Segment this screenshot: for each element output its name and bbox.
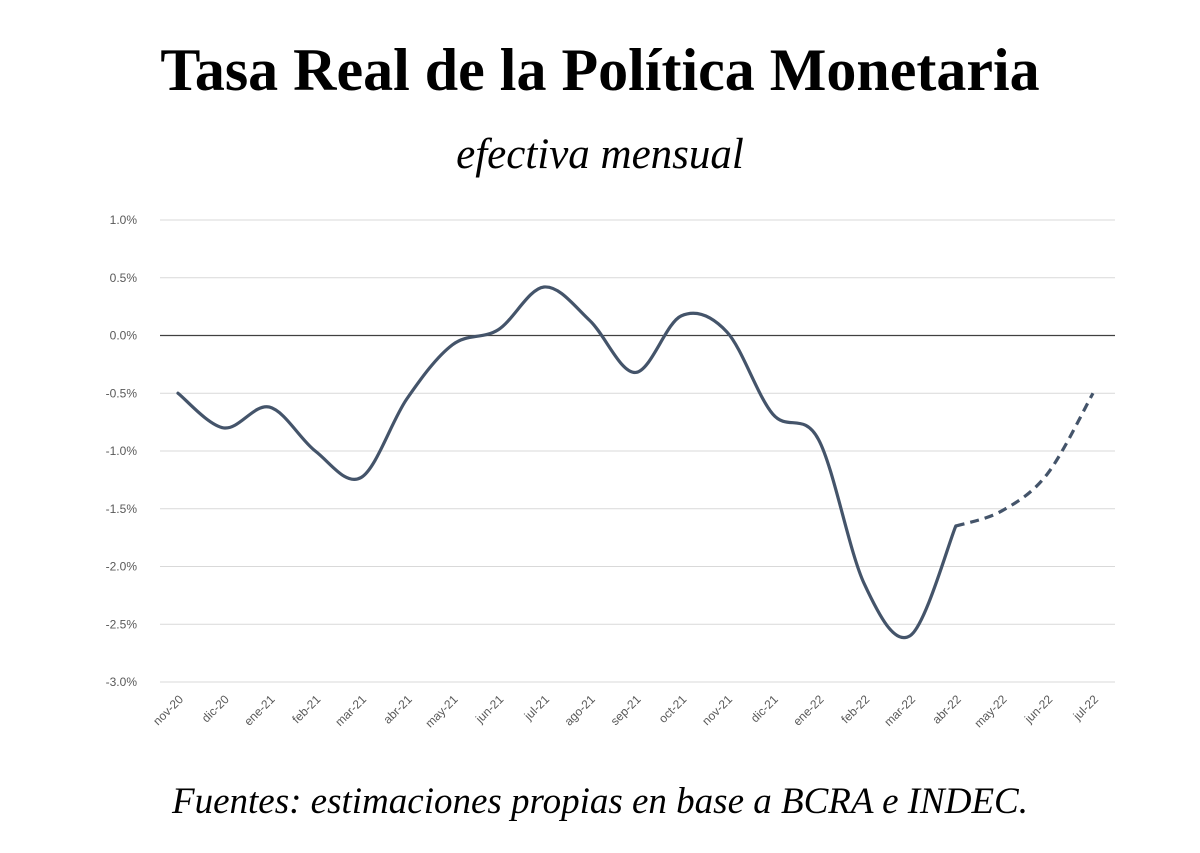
x-axis-tick-labels: nov-20 dic-20 ene-21 feb-21 mar-21 abr-21 may-… — [150, 692, 1101, 730]
x-tick-label: oct-21 — [656, 692, 690, 726]
x-tick-label: nov-21 — [699, 692, 735, 728]
y-tick-label: 0.0% — [110, 329, 138, 343]
x-tick-label: ene-21 — [241, 692, 278, 729]
y-axis-tick-labels: 1.0% 0.5% 0.0% -0.5% -1.0% -1.5% -2.0% -2.5% -3.… — [106, 213, 138, 689]
x-tick-label: jun-21 — [472, 692, 506, 726]
y-tick-label: -2.0% — [106, 560, 138, 574]
x-tick-label: jul-22 — [1070, 692, 1102, 724]
y-tick-label: -2.5% — [106, 617, 138, 631]
x-tick-label: mar-21 — [332, 692, 369, 729]
x-tick-label: may-22 — [971, 692, 1009, 730]
y-tick-label: -1.0% — [106, 444, 138, 458]
series-line-projected — [955, 392, 1095, 528]
x-tick-label: sep-21 — [608, 692, 644, 728]
x-tick-label: jul-21 — [521, 692, 553, 724]
x-tick-label: feb-21 — [289, 692, 323, 726]
series-lines — [176, 285, 1095, 640]
chart-title: Tasa Real de la Política Monetaria — [160, 37, 1040, 103]
x-tick-label: dic-21 — [748, 692, 781, 725]
x-tick-label: may-21 — [422, 692, 460, 730]
x-tick-label: ene-22 — [790, 692, 827, 729]
gridlines — [160, 219, 1115, 683]
y-tick-label: -1.5% — [106, 502, 138, 516]
source-note: Fuentes: estimaciones propias en base a … — [171, 781, 1028, 822]
series-line-observed — [176, 285, 958, 640]
x-tick-label: abr-21 — [380, 692, 415, 727]
y-tick-label: 0.5% — [110, 271, 138, 285]
x-tick-label: jun-22 — [1021, 692, 1055, 726]
y-tick-label: -0.5% — [106, 386, 138, 400]
x-tick-label: feb-22 — [838, 692, 872, 726]
y-tick-label: -3.0% — [106, 675, 138, 689]
x-tick-label: nov-20 — [150, 692, 186, 728]
y-tick-label: 1.0% — [110, 213, 138, 227]
chart-subtitle: efectiva mensual — [456, 131, 744, 178]
x-tick-label: abr-22 — [929, 692, 964, 727]
x-tick-label: mar-22 — [881, 692, 918, 729]
x-tick-label: ago-21 — [562, 692, 599, 729]
x-tick-label: dic-20 — [199, 692, 232, 725]
